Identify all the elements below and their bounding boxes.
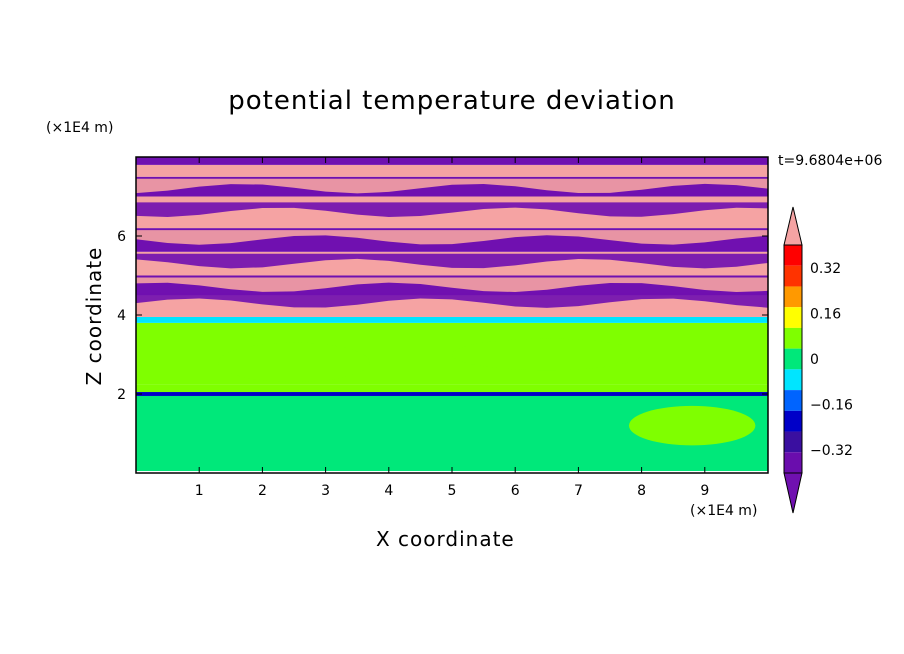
contour-blob <box>312 417 402 466</box>
contour-wave <box>136 178 768 194</box>
contour-wave <box>136 230 768 245</box>
x-axis-label: X coordinate <box>376 527 515 551</box>
z-tick-label: 6 <box>117 229 126 245</box>
colorbar-frame <box>783 244 803 474</box>
x-axis-unit: (×1E4 m) <box>690 503 758 519</box>
z-tick-label: 4 <box>117 308 126 324</box>
chart-title: potential temperature deviation <box>228 86 676 116</box>
contour-blob <box>477 413 579 462</box>
colorbar-segment <box>784 307 802 328</box>
colorbar-label: 0 <box>810 352 819 368</box>
colorbar-segment <box>784 390 802 411</box>
colorbar-segment <box>784 369 802 391</box>
colorbar-under-arrow <box>783 472 803 514</box>
colorbar-label: −0.32 <box>810 443 853 459</box>
colorbar-segment <box>784 431 802 453</box>
colorbar-segment <box>784 452 802 473</box>
contour-band <box>136 164 768 177</box>
x-tick-label: 6 <box>511 483 520 499</box>
contour-blob <box>628 405 756 446</box>
colorbar: 0.32 0.16 0 −0.16 −0.32 <box>783 206 853 514</box>
contour-wave <box>136 253 768 269</box>
colorbar-label: 0.32 <box>810 261 841 277</box>
contour-blob <box>192 409 269 466</box>
z-axis: 2 4 6 <box>117 229 768 403</box>
x-tick-label: 9 <box>700 483 709 499</box>
colorbar-segment <box>784 286 802 308</box>
time-label: t=9.6804e+06 <box>778 153 883 169</box>
colorbar-over-arrow <box>783 206 803 246</box>
contour-blob <box>218 342 370 383</box>
contour-wave <box>136 293 768 308</box>
contour-wave <box>136 202 768 217</box>
colorbar-segment <box>784 245 802 266</box>
contour-band <box>136 384 768 393</box>
z-tick-label: 2 <box>117 387 126 403</box>
contour-band <box>136 392 768 396</box>
contour-blob <box>452 338 642 371</box>
contour-wave <box>136 277 768 293</box>
x-tick-label: 1 <box>195 483 204 499</box>
colorbar-label: 0.16 <box>810 306 841 322</box>
x-tick-label: 3 <box>321 483 330 499</box>
x-tick-label: 7 <box>574 483 583 499</box>
plot-area <box>136 157 768 472</box>
colorbar-label: −0.16 <box>810 398 853 414</box>
contour-band <box>136 316 768 323</box>
x-tick-label: 2 <box>258 483 267 499</box>
x-tick-label: 8 <box>637 483 646 499</box>
z-axis-unit: (×1E4 m) <box>46 120 114 136</box>
colorbar-segment <box>784 265 802 287</box>
colorbar-segment <box>784 348 802 370</box>
colorbar-segment <box>784 327 802 349</box>
x-axis: 1 2 3 4 5 6 7 8 9 <box>195 157 709 499</box>
colorbar-segment <box>784 410 802 432</box>
x-tick-label: 5 <box>448 483 457 499</box>
x-tick-label: 4 <box>384 483 393 499</box>
